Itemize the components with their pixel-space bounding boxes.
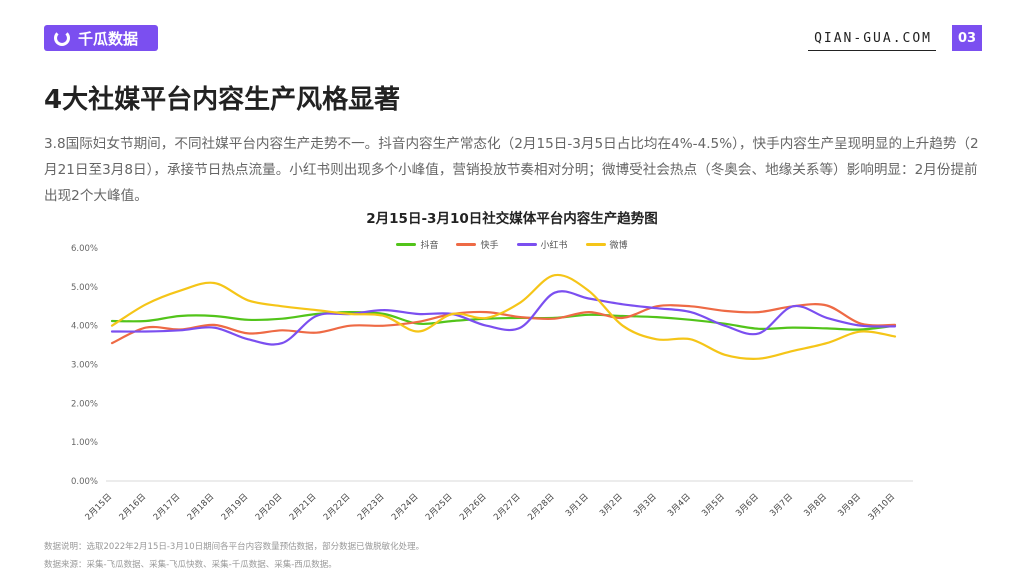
page-description: 3.8国际妇女节期间，不同社媒平台内容生产走势不一。抖音内容生产常态化（2月15… xyxy=(44,136,979,204)
y-tick-label: 5.00% xyxy=(71,283,98,293)
x-tick-label: 2月28日 xyxy=(526,492,557,523)
x-tick-label: 3月7日 xyxy=(768,492,795,519)
x-tick-label: 2月22日 xyxy=(322,492,353,523)
legend-swatch-kuaishou xyxy=(456,243,477,246)
y-tick-label: 4.00% xyxy=(71,322,98,332)
x-tick-label: 2月16日 xyxy=(118,492,149,523)
legend-label-kuaishou: 快手 xyxy=(480,241,499,251)
series-line-xiaohongshu xyxy=(110,290,897,346)
legend-item-douyin[interactable]: 抖音 xyxy=(396,238,438,251)
x-tick-label: 3月10日 xyxy=(867,492,898,523)
x-tick-label: 2月21日 xyxy=(288,492,319,523)
legend-label-weibo: 微博 xyxy=(609,241,628,251)
x-tick-label: 2月26日 xyxy=(458,492,489,523)
chart-title: 2月15日-3月10日社交媒体平台内容生产趋势图 xyxy=(366,211,658,227)
legend-swatch-weibo xyxy=(585,243,606,246)
x-tick-label: 2月27日 xyxy=(492,492,523,523)
x-tick-label: 3月9日 xyxy=(836,492,863,519)
y-tick-label: 3.00% xyxy=(71,361,98,371)
x-tick-label: 3月3日 xyxy=(632,492,659,519)
x-tick-label: 2月24日 xyxy=(390,492,421,523)
x-tick-label: 2月18日 xyxy=(186,492,217,523)
legend-item-kuaishou[interactable]: 快手 xyxy=(456,238,499,251)
x-tick-label: 2月25日 xyxy=(424,492,455,523)
x-tick-label: 3月2日 xyxy=(598,492,625,519)
legend-swatch-xiaohongshu xyxy=(516,243,537,246)
x-tick-label: 3月4日 xyxy=(666,492,693,519)
data-note: 数据说明：选取2022年2月15日-3月10日期间各平台内容数量预估数据，部分数… xyxy=(44,542,425,552)
x-tick-label: 3月6日 xyxy=(734,492,761,519)
x-tick-label: 3月8日 xyxy=(802,492,829,519)
x-tick-label: 2月19日 xyxy=(220,492,251,523)
legend-swatch-douyin xyxy=(396,243,417,246)
legend-label-xiaohongshu: 小红书 xyxy=(540,241,568,251)
y-tick-label: 6.00% xyxy=(71,244,98,254)
x-tick-label: 2月17日 xyxy=(152,492,183,523)
x-tick-label: 2月20日 xyxy=(254,492,285,523)
page-number-badge: 03 xyxy=(952,25,982,51)
site-underline xyxy=(808,50,936,51)
brand-logo: 千瓜数据 xyxy=(44,25,158,51)
page-title: 4大社媒平台内容生产风格显著 xyxy=(44,85,401,115)
legend-label-douyin: 抖音 xyxy=(420,241,439,251)
series-line-douyin xyxy=(110,311,897,331)
brand-mark-icon xyxy=(54,30,70,46)
y-tick-label: 0.00% xyxy=(71,477,98,487)
y-tick-label: 2.00% xyxy=(71,399,98,409)
legend-item-xiaohongshu[interactable]: 小红书 xyxy=(516,238,568,251)
brand-name: 千瓜数据 xyxy=(78,29,139,48)
x-tick-label: 2月15日 xyxy=(84,492,115,523)
x-tick-label: 2月23日 xyxy=(356,492,387,523)
site-url[interactable]: QIAN-GUA.COM xyxy=(814,31,932,46)
y-tick-label: 1.00% xyxy=(71,438,98,448)
x-tick-label: 3月5日 xyxy=(700,492,727,519)
data-source: 数据来源：采集-飞瓜数据、采集-飞瓜快数、采集-千瓜数据、采集-西瓜数据。 xyxy=(44,560,337,570)
series-line-weibo xyxy=(110,273,897,360)
chart-legend: 抖音 快手 小红书 微博 xyxy=(0,238,1024,251)
legend-item-weibo[interactable]: 微博 xyxy=(585,238,628,251)
x-tick-label: 3月1日 xyxy=(564,492,591,519)
series-line-kuaishou xyxy=(110,303,897,345)
